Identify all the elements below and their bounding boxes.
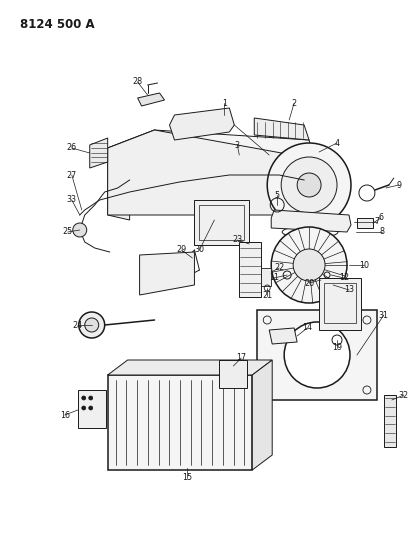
Text: 29: 29	[176, 246, 186, 254]
Text: 11: 11	[269, 273, 279, 282]
Polygon shape	[269, 328, 297, 344]
Bar	[78, 390, 106, 428]
Polygon shape	[169, 108, 234, 140]
Text: 27: 27	[67, 171, 77, 180]
Circle shape	[270, 227, 346, 303]
Text: 1: 1	[221, 99, 226, 108]
Text: 5: 5	[274, 190, 279, 199]
Text: 31: 31	[378, 311, 388, 319]
Polygon shape	[137, 93, 164, 106]
Bar	[356, 218, 372, 228]
Text: 30: 30	[194, 246, 204, 254]
Polygon shape	[139, 252, 194, 295]
Text: 21: 21	[261, 292, 272, 301]
Circle shape	[88, 396, 92, 400]
Text: 9: 9	[396, 181, 400, 190]
Text: 15: 15	[182, 473, 192, 482]
Text: 13: 13	[343, 286, 353, 295]
Text: 33: 33	[67, 196, 76, 205]
Text: 10: 10	[358, 261, 368, 270]
Bar	[199, 205, 244, 240]
Polygon shape	[90, 138, 108, 168]
Bar	[323, 283, 355, 323]
Text: 28: 28	[132, 77, 142, 86]
Circle shape	[88, 406, 92, 410]
Circle shape	[297, 173, 320, 197]
Text: 32: 32	[398, 391, 408, 400]
Text: 20: 20	[303, 279, 313, 287]
Circle shape	[267, 143, 350, 227]
Text: 8: 8	[378, 228, 384, 237]
Text: 25: 25	[63, 228, 73, 237]
Text: 26: 26	[67, 143, 76, 152]
Circle shape	[85, 318, 99, 332]
Text: 2: 2	[291, 99, 296, 108]
Bar	[261, 268, 270, 286]
Polygon shape	[283, 158, 308, 200]
Circle shape	[81, 406, 85, 410]
Bar	[194, 200, 249, 245]
Text: 19: 19	[331, 343, 341, 352]
Circle shape	[73, 223, 87, 237]
Bar	[108, 375, 252, 470]
Polygon shape	[108, 360, 272, 375]
Text: 14: 14	[301, 324, 311, 333]
Text: 24: 24	[72, 320, 83, 329]
Circle shape	[79, 312, 104, 338]
Bar	[239, 242, 261, 297]
Polygon shape	[108, 130, 313, 168]
Text: 4: 4	[334, 139, 339, 148]
Text: 3: 3	[234, 141, 239, 149]
Bar	[219, 360, 247, 388]
Polygon shape	[299, 148, 323, 162]
Text: 12: 12	[338, 273, 348, 282]
Text: 16: 16	[60, 410, 70, 419]
Bar	[383, 395, 395, 447]
Text: 8124 500 A: 8124 500 A	[20, 18, 94, 31]
Polygon shape	[270, 210, 350, 232]
Polygon shape	[108, 130, 154, 220]
Bar	[256, 310, 376, 400]
Polygon shape	[254, 118, 308, 140]
Circle shape	[281, 157, 336, 213]
Text: 17: 17	[236, 353, 246, 362]
Polygon shape	[252, 360, 272, 470]
Polygon shape	[108, 130, 308, 215]
Text: 22: 22	[273, 263, 283, 272]
Bar	[318, 278, 360, 330]
Text: 6: 6	[378, 214, 382, 222]
Circle shape	[292, 249, 324, 281]
Text: 23: 23	[231, 236, 242, 245]
Text: 7: 7	[373, 217, 379, 227]
Circle shape	[283, 322, 349, 388]
Circle shape	[81, 396, 85, 400]
